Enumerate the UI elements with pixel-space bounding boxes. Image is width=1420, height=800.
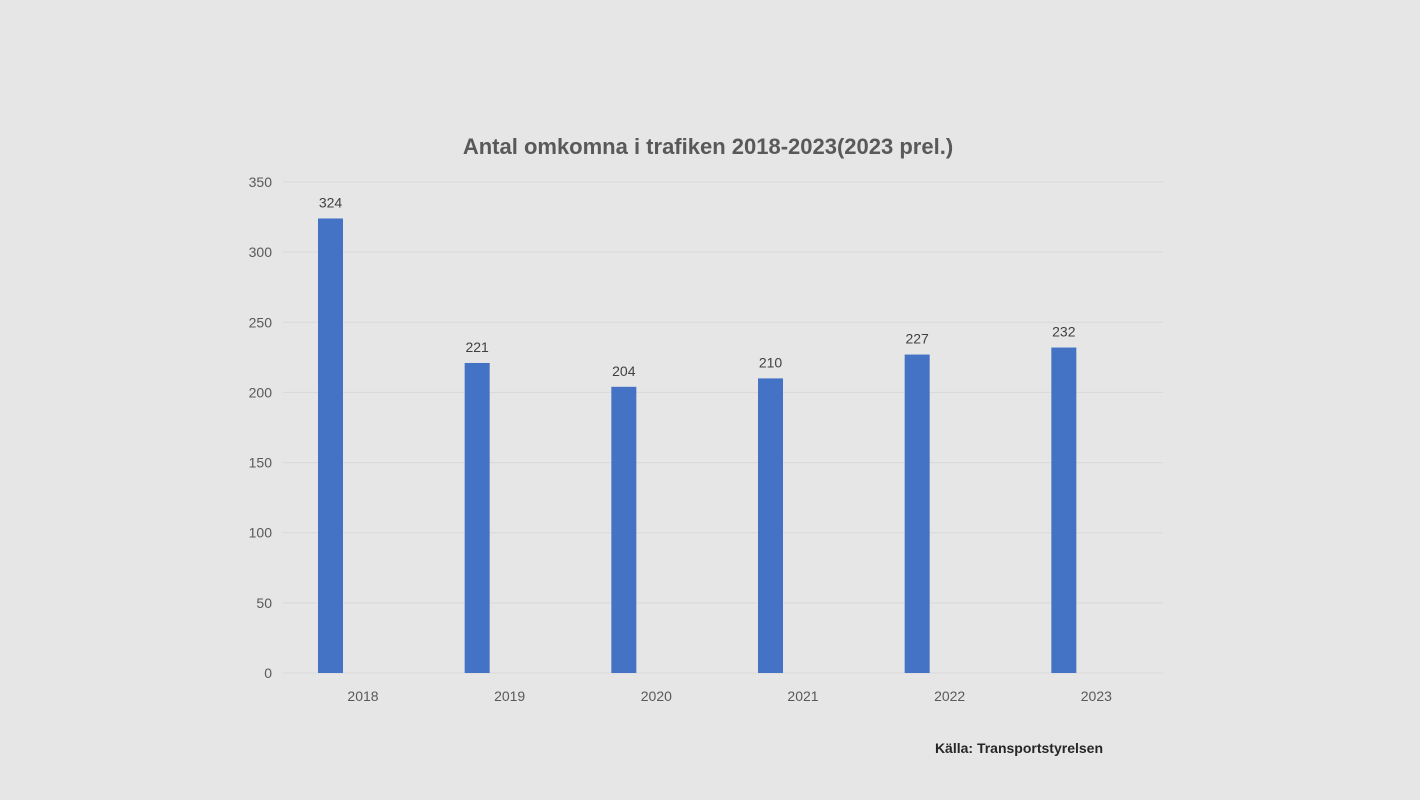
x-axis-tick-labels: 2018 2019 2020 2021 2022 2023: [347, 688, 1112, 704]
y-tick-label: 50: [256, 595, 272, 611]
chart-title: Antal omkomna i trafiken 2018-2023(2023 …: [463, 134, 953, 159]
gridlines: [283, 181, 1163, 674]
x-tick-label-2020: 2020: [641, 688, 672, 704]
bar-2023: [1051, 347, 1077, 673]
x-tick-label-2021: 2021: [787, 688, 818, 704]
data-label-2018: 324: [319, 194, 343, 210]
y-tick-label: 250: [249, 314, 273, 330]
y-tick-label: 150: [249, 455, 273, 471]
x-tick-label-2023: 2023: [1081, 688, 1112, 704]
bar-2022: [904, 354, 930, 673]
bar-2019: [464, 362, 490, 673]
y-axis-tick-labels: 0 50 100 150 200 250 300 350: [249, 174, 273, 681]
x-tick-label-2022: 2022: [934, 688, 965, 704]
data-label-2022: 227: [905, 331, 929, 347]
x-tick-label-2019: 2019: [494, 688, 525, 704]
bar-2018: [318, 218, 343, 673]
y-tick-label: 100: [249, 525, 273, 541]
y-tick-label: 0: [264, 665, 272, 681]
data-label-2021: 210: [759, 354, 783, 370]
bars: [318, 218, 1077, 673]
y-tick-label: 350: [249, 174, 273, 190]
bar-2020: [611, 386, 637, 673]
data-label-2020: 204: [612, 363, 636, 379]
x-tick-label-2018: 2018: [347, 688, 378, 704]
data-label-2023: 232: [1052, 324, 1076, 340]
y-tick-label: 300: [249, 244, 273, 260]
source-note: Källa: Transportstyrelsen: [935, 740, 1103, 756]
bar-2021: [758, 378, 783, 673]
data-label-2019: 221: [465, 339, 489, 355]
y-tick-label: 200: [249, 384, 273, 400]
data-labels: 324 221 204 210 227 232: [319, 194, 1076, 378]
